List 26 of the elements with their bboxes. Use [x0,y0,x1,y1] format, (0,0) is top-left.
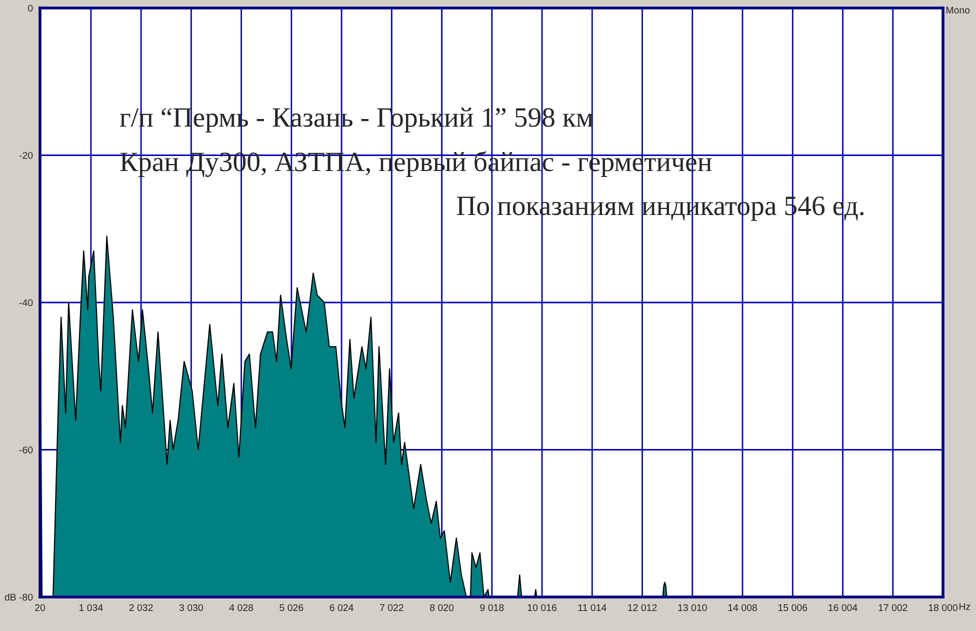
x-tick-label: 7 022 [380,604,404,612]
x-tick-label: 9 018 [480,604,504,612]
y-tick-label: dB -80 [4,593,33,601]
x-tick-label: 8 020 [430,604,454,612]
x-axis-title: Hz [960,603,970,610]
y-tick-label: 0 [28,4,33,12]
x-tick-label: 12 012 [628,604,657,612]
x-tick-label: 1 034 [80,604,103,612]
x-tick-label: 5 026 [280,604,304,612]
x-tick-label: 6 024 [330,604,354,612]
x-tick-label: 14 008 [728,604,757,612]
x-tick-label: 10 016 [528,604,556,612]
x-tick-label: 16 004 [828,604,858,612]
x-tick-label: 17 002 [878,604,908,612]
x-tick-label: 18 000 [928,604,958,612]
x-tick-label: 13 010 [678,604,707,612]
x-tick-label: 11 014 [578,604,606,612]
x-tick-label: 3 030 [179,604,203,612]
text: Mono [946,6,970,14]
x-tick-label: 15 006 [778,604,808,612]
y-tick-label: -40 [19,299,33,306]
y-tick-label: -20 [19,152,33,159]
x-tick-label: 4 028 [229,604,254,612]
y-tick-label: -60 [19,446,33,454]
x-tick-label: 2 032 [129,604,153,612]
x-tick-label: 20 [35,604,46,612]
